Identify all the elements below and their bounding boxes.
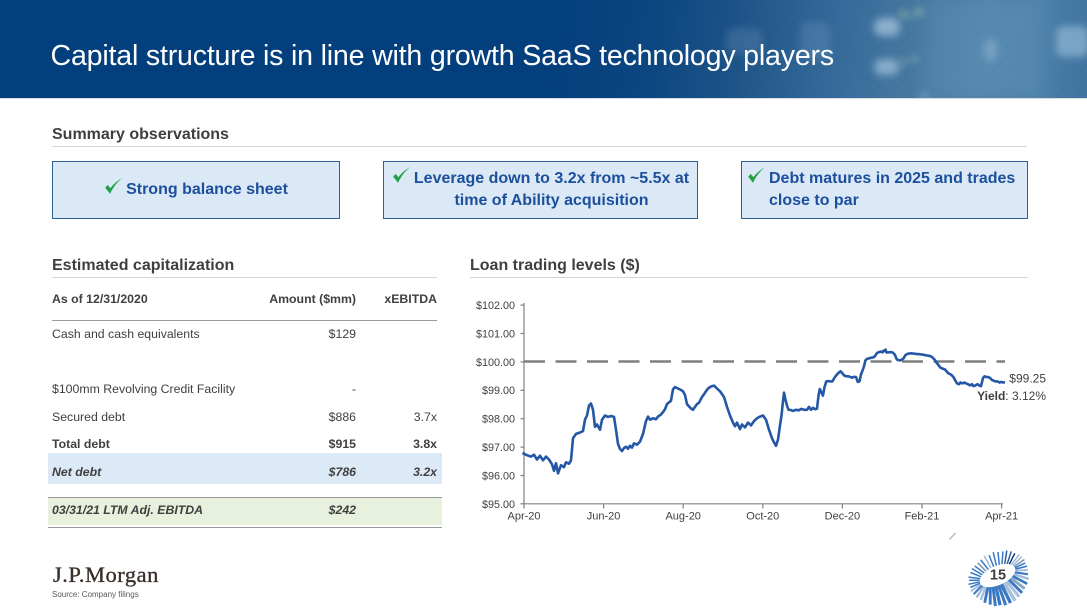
svg-text:Yield: 3.12%: Yield: 3.12% — [977, 389, 1046, 403]
svg-text:Apr-21: Apr-21 — [985, 511, 1018, 523]
svg-text:Dec-20: Dec-20 — [825, 511, 860, 523]
svg-text:$99.25: $99.25 — [1009, 372, 1046, 386]
svg-text:$102.00: $102.00 — [476, 300, 515, 312]
svg-text:$99.00: $99.00 — [482, 385, 515, 397]
svg-text:$96.00: $96.00 — [482, 470, 515, 482]
svg-text:Feb-21: Feb-21 — [905, 511, 940, 523]
svg-text:$95.00: $95.00 — [482, 499, 515, 511]
svg-text:15: 15 — [990, 568, 1006, 584]
svg-text:Oct-20: Oct-20 — [746, 511, 779, 523]
svg-text:$100.00: $100.00 — [476, 357, 515, 369]
svg-text:$98.00: $98.00 — [482, 414, 515, 426]
svg-text:Apr-20: Apr-20 — [507, 511, 540, 523]
svg-text:Jun-20: Jun-20 — [587, 511, 621, 523]
svg-text:$97.00: $97.00 — [482, 442, 515, 454]
svg-text:$101.00: $101.00 — [476, 328, 515, 340]
svg-text:Aug-20: Aug-20 — [665, 511, 700, 523]
